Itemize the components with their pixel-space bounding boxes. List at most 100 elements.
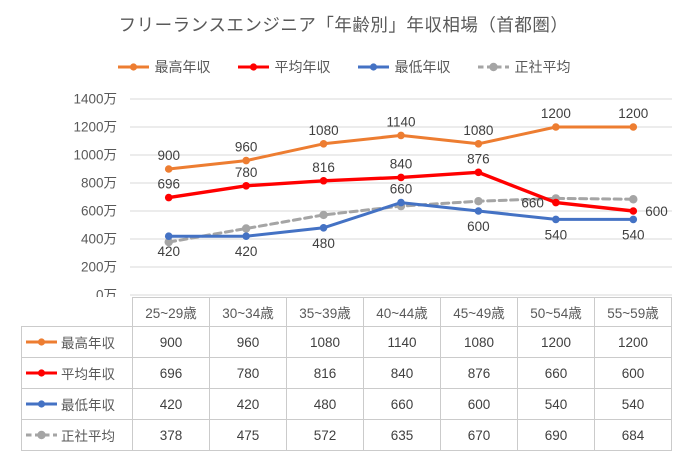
data-point xyxy=(629,215,638,224)
data-point xyxy=(242,156,250,165)
data-point xyxy=(319,176,328,185)
table-value-cell: 1200 xyxy=(517,326,595,358)
data-label: 600 xyxy=(467,219,490,234)
legend-item: 最高年収 xyxy=(117,57,211,77)
data-label: 480 xyxy=(312,236,335,251)
data-point xyxy=(629,123,638,131)
data-label: 840 xyxy=(390,156,413,171)
series-line-icon xyxy=(117,63,149,71)
y-tick-label: 400万 xyxy=(81,232,117,247)
legend-label: 最低年収 xyxy=(394,59,451,75)
table-value-cell: 660 xyxy=(517,357,595,389)
data-table: 25~29歳 30~34歳 35~39歳 40~44歳 45~49歳 50~54歳 55~5… xyxy=(21,297,672,451)
series-line-icon xyxy=(477,62,509,72)
series-name: 最低年収 xyxy=(61,398,115,413)
data-point xyxy=(164,237,173,247)
table-value-cell: 480 xyxy=(286,388,364,420)
series-line-icon xyxy=(237,63,269,71)
table-value-cell: 690 xyxy=(517,419,595,451)
table-value-cell: 670 xyxy=(440,419,518,451)
data-point xyxy=(242,182,250,190)
data-label: 1200 xyxy=(541,106,571,121)
table-row: 平均年収 696 780 816 840 876 660 600 xyxy=(21,357,672,389)
data-point xyxy=(629,195,638,204)
legend-item: 正社平均 xyxy=(477,57,571,77)
series-line-icon xyxy=(26,369,57,377)
table-value-cell: 1080 xyxy=(440,326,518,358)
table-header-cell: 25~29歳 xyxy=(132,297,210,327)
table-value-cell: 876 xyxy=(440,357,518,389)
legend-item: 平均年収 xyxy=(237,57,331,77)
table-header-cell: 35~39歳 xyxy=(286,297,364,327)
table-value-cell: 420 xyxy=(132,388,210,420)
data-label: 876 xyxy=(467,151,490,166)
chart-title: フリーランスエンジニア「年齢別」年収相場（首都圏） xyxy=(118,15,569,35)
table-row-label: 正社平均 xyxy=(21,419,133,451)
table-value-cell: 1140 xyxy=(363,326,441,358)
table-header-row: 25~29歳 30~34歳 35~39歳 40~44歳 45~49歳 50~54歳 55~5… xyxy=(21,297,672,327)
legend-label: 正社平均 xyxy=(514,59,571,75)
data-point xyxy=(397,198,405,207)
data-label: 540 xyxy=(622,227,645,242)
table-row: 最高年収 900 960 1080 1140 1080 1200 1200 xyxy=(21,326,672,358)
table-row: 正社平均 378 475 572 635 670 690 684 xyxy=(21,419,672,451)
data-point xyxy=(552,215,560,224)
data-point xyxy=(397,131,405,140)
y-tick-label: 200万 xyxy=(81,260,117,275)
table-value-cell: 900 xyxy=(132,326,210,358)
table-value-cell: 540 xyxy=(594,388,672,420)
data-label: 780 xyxy=(235,165,258,180)
data-point xyxy=(552,198,560,207)
table-value-cell: 600 xyxy=(440,388,518,420)
series-line-icon xyxy=(26,400,57,408)
data-label: 420 xyxy=(235,244,258,259)
table-row-label: 最高年収 xyxy=(21,326,133,358)
table-value-cell: 420 xyxy=(209,388,287,420)
y-tick-label: 1200万 xyxy=(73,120,117,135)
legend-item: 最低年収 xyxy=(357,57,451,77)
data-point xyxy=(319,224,328,232)
data-label: 540 xyxy=(545,227,568,242)
table-value-cell: 660 xyxy=(363,388,441,420)
table-value-cell: 600 xyxy=(594,357,672,389)
table-header-cell: 50~54歳 xyxy=(517,297,595,327)
data-label: 900 xyxy=(157,148,180,163)
table-header-cell: 45~49歳 xyxy=(440,297,518,327)
data-label: 1140 xyxy=(386,114,415,129)
table-value-cell: 960 xyxy=(209,326,287,358)
table-row-label: 最低年収 xyxy=(21,388,133,420)
data-point xyxy=(164,232,173,240)
data-label: 696 xyxy=(157,177,180,192)
data-point xyxy=(319,210,328,220)
data-label: 660 xyxy=(521,196,544,211)
data-label: 660 xyxy=(390,182,413,197)
table-corner-cell xyxy=(21,297,133,327)
table-value-cell: 684 xyxy=(594,419,672,451)
table-row-label: 平均年収 xyxy=(21,357,133,389)
y-tick-label: 800万 xyxy=(81,176,117,191)
series-line-icon xyxy=(26,338,57,346)
data-point xyxy=(474,168,483,177)
table-value-cell: 635 xyxy=(363,419,441,451)
data-label: 816 xyxy=(312,160,335,175)
legend: 最高年収 平均年収 最低年収 正社平均 xyxy=(0,57,687,77)
series-name: 平均年収 xyxy=(61,367,115,382)
table-value-cell: 475 xyxy=(209,419,287,451)
table-row: 最低年収 420 420 480 660 600 540 540 xyxy=(21,388,672,420)
data-point xyxy=(164,165,173,173)
data-label: 600 xyxy=(645,204,668,219)
series-name: 正社平均 xyxy=(61,429,115,444)
table-value-cell: 780 xyxy=(209,357,287,389)
table-header-cell: 40~44歳 xyxy=(363,297,441,327)
data-label: 420 xyxy=(157,244,180,259)
data-label: 960 xyxy=(235,140,258,155)
series-line-icon xyxy=(357,63,389,71)
table-value-cell: 572 xyxy=(286,419,364,451)
table-value-cell: 540 xyxy=(517,388,595,420)
y-tick-label: 600万 xyxy=(81,204,117,219)
data-point xyxy=(242,232,250,240)
table-value-cell: 378 xyxy=(132,419,210,451)
data-label: 1080 xyxy=(463,123,493,138)
